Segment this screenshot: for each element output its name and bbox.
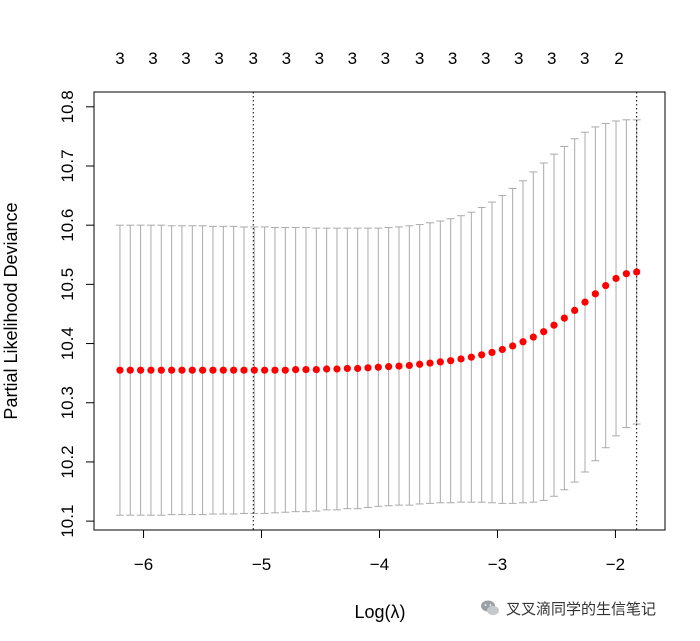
top-axis-count-label: 3 [481, 49, 490, 68]
mean-point [529, 333, 537, 341]
watermark: 叉叉滴同学的生信笔记 [480, 596, 656, 620]
y-tick-label: 10.3 [58, 386, 77, 419]
mean-point [126, 366, 134, 374]
top-axis-count-label: 2 [614, 49, 623, 68]
mean-point [550, 321, 558, 329]
mean-point [405, 361, 413, 370]
mean-point [157, 366, 165, 374]
mean-point [488, 348, 496, 357]
mean-point [416, 360, 424, 368]
mean-point [178, 366, 186, 374]
wechat-icon [481, 600, 499, 616]
y-tick-label: 10.8 [58, 90, 77, 123]
plot-frame [93, 91, 666, 531]
y-axis-title: Partial Likelihood Deviance [1, 202, 21, 419]
y-tick-label: 10.5 [58, 268, 77, 301]
mean-point [343, 364, 351, 373]
top-axis-count-label: 3 [381, 49, 390, 68]
x-axis: −6 −5 −4 −3 −2 [134, 529, 625, 574]
top-axis-count-label: 3 [448, 49, 457, 68]
mean-point [478, 351, 486, 359]
mean-point [498, 345, 506, 354]
mean-point [116, 366, 124, 374]
x-tick-label: −3 [488, 555, 507, 574]
mean-point [622, 270, 630, 278]
mean-point [385, 363, 393, 371]
mean-point [540, 328, 548, 336]
mean-point [354, 364, 362, 373]
mean-point [519, 338, 527, 346]
mean-point [591, 290, 599, 298]
top-axis-count-label: 3 [148, 49, 157, 68]
top-axis-count-label: 3 [214, 49, 223, 68]
top-axis-count-label: 3 [547, 49, 556, 68]
y-axis: 10.1 10.2 10.3 10.4 10.5 10.6 10.7 10.8 [58, 90, 95, 538]
mean-point [560, 314, 568, 322]
mean-point [581, 298, 589, 306]
mean-point [219, 366, 227, 374]
mean-point [137, 366, 145, 374]
top-axis-count-label: 3 [282, 49, 291, 68]
mean-point [467, 353, 475, 361]
mean-point [447, 357, 455, 365]
mean-point [457, 355, 465, 363]
mean-point [364, 364, 372, 372]
mean-point [333, 365, 341, 373]
mean-point [240, 366, 248, 374]
mean-point [168, 366, 176, 374]
mean-point [188, 366, 196, 374]
y-tick-label: 10.2 [58, 445, 77, 478]
plot-area [115, 92, 641, 530]
top-axis-count-label: 3 [115, 49, 124, 68]
mean-point [261, 366, 269, 374]
x-tick-label: −4 [370, 555, 389, 574]
mean-point [302, 365, 310, 374]
top-axis-count-label: 3 [348, 49, 357, 68]
mean-point [571, 306, 579, 315]
y-tick-label: 10.1 [58, 505, 77, 538]
mean-point [271, 366, 279, 374]
mean-point [230, 366, 238, 374]
y-tick-label: 10.7 [58, 149, 77, 182]
top-axis-counts: 3 3 3 3 3 3 3 3 3 3 3 3 3 3 3 2 [115, 49, 624, 68]
top-axis-count-label: 3 [249, 49, 258, 68]
mean-point [602, 281, 610, 290]
top-axis-count-label: 3 [514, 49, 523, 68]
x-axis-title: Log(λ) [354, 602, 405, 622]
mean-point [436, 358, 444, 366]
x-tick-label: −2 [606, 555, 625, 574]
mean-point [281, 366, 289, 374]
y-tick-label: 10.4 [58, 327, 77, 360]
mean-point [147, 366, 155, 374]
top-axis-count-label: 3 [580, 49, 589, 68]
x-tick-label: −6 [134, 555, 153, 574]
mean-point [209, 366, 217, 374]
watermark-text: 叉叉滴同学的生信笔记 [506, 599, 657, 618]
top-axis-count-label: 3 [315, 49, 324, 68]
mean-point [633, 268, 641, 276]
mean-point [323, 365, 331, 373]
x-tick-label: −5 [252, 555, 271, 574]
mean-point [292, 365, 300, 374]
mean-point [374, 363, 382, 371]
mean-point [426, 359, 434, 367]
mean-point [395, 362, 403, 370]
mean-point [509, 342, 517, 350]
mean-point [312, 365, 320, 374]
y-tick-label: 10.6 [58, 209, 77, 242]
top-axis-count-label: 3 [181, 49, 190, 68]
top-axis-count-label: 3 [415, 49, 424, 68]
mean-point [612, 274, 620, 283]
mean-point [199, 366, 207, 374]
mean-point [250, 366, 258, 374]
